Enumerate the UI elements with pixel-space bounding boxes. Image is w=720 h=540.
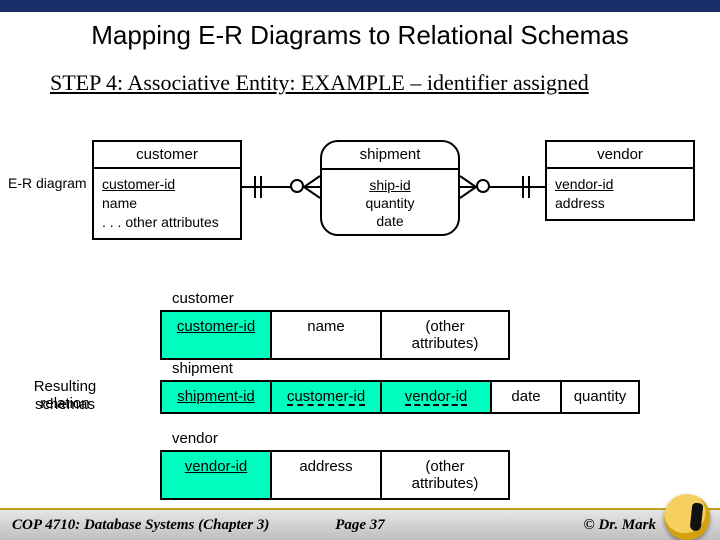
top-accent-bar — [0, 0, 720, 12]
schema-customer-col-other: (other attributes) — [380, 310, 510, 360]
entity-customer-attr-name: name — [102, 194, 232, 213]
page-title: Mapping E-R Diagrams to Relational Schem… — [0, 20, 720, 51]
resulting-schemas-label-2: schemas — [10, 396, 120, 413]
schema-shipment-pk: shipment-id — [160, 380, 270, 414]
schema-vendor-label: vendor — [172, 430, 218, 447]
card-bar — [528, 176, 530, 198]
entity-shipment: shipment ship-id quantity date — [320, 140, 460, 236]
schema-customer-label: customer — [172, 290, 234, 307]
entity-vendor: vendor vendor-id address — [545, 140, 695, 221]
schema-shipment-label: shipment — [172, 360, 233, 377]
entity-vendor-title: vendor — [547, 142, 693, 167]
card-circle — [290, 179, 304, 193]
schema-vendor-col-address: address — [270, 450, 380, 500]
entity-customer: customer customer-id name . . . other at… — [92, 140, 242, 240]
card-circle — [476, 179, 490, 193]
university-seal-icon — [664, 494, 710, 540]
schema-customer-col-name: name — [270, 310, 380, 360]
er-diagram-label: E-R diagram — [8, 175, 87, 191]
entity-shipment-attr-date: date — [376, 213, 403, 229]
crows-foot-icon — [304, 174, 322, 200]
schema-shipment-fk-customer: customer-id — [270, 380, 380, 414]
schema-shipment-fk-vendor: vendor-id — [380, 380, 490, 414]
crows-foot-icon — [458, 174, 476, 200]
entity-shipment-pk: ship-id — [369, 176, 410, 194]
schema-customer-table: customer-id name (other attributes) — [160, 310, 510, 360]
page-subtitle: STEP 4: Associative Entity: EXAMPLE – id… — [50, 70, 589, 96]
card-bar — [522, 176, 524, 198]
schema-shipment-col-quantity: quantity — [560, 380, 640, 414]
entity-shipment-title: shipment — [322, 146, 458, 163]
card-bar — [254, 176, 256, 198]
schema-vendor-col-other: (other attributes) — [380, 450, 510, 500]
card-bar — [260, 176, 262, 198]
schema-shipment-table: shipment-id customer-id vendor-id date q… — [160, 380, 640, 414]
schema-vendor-pk: vendor-id — [160, 450, 270, 500]
footer-author: © Dr. Mark — [584, 517, 656, 534]
entity-vendor-attr-address: address — [555, 194, 685, 213]
entity-vendor-pk: vendor-id — [555, 175, 685, 194]
entity-customer-attr-other: . . . other attributes — [102, 213, 232, 232]
schema-vendor-table: vendor-id address (other attributes) — [160, 450, 510, 500]
entity-shipment-attr-quantity: quantity — [365, 195, 414, 211]
entity-customer-pk: customer-id — [102, 175, 232, 194]
entity-customer-title: customer — [94, 142, 240, 167]
schema-shipment-col-date: date — [490, 380, 560, 414]
schema-customer-pk: customer-id — [160, 310, 270, 360]
